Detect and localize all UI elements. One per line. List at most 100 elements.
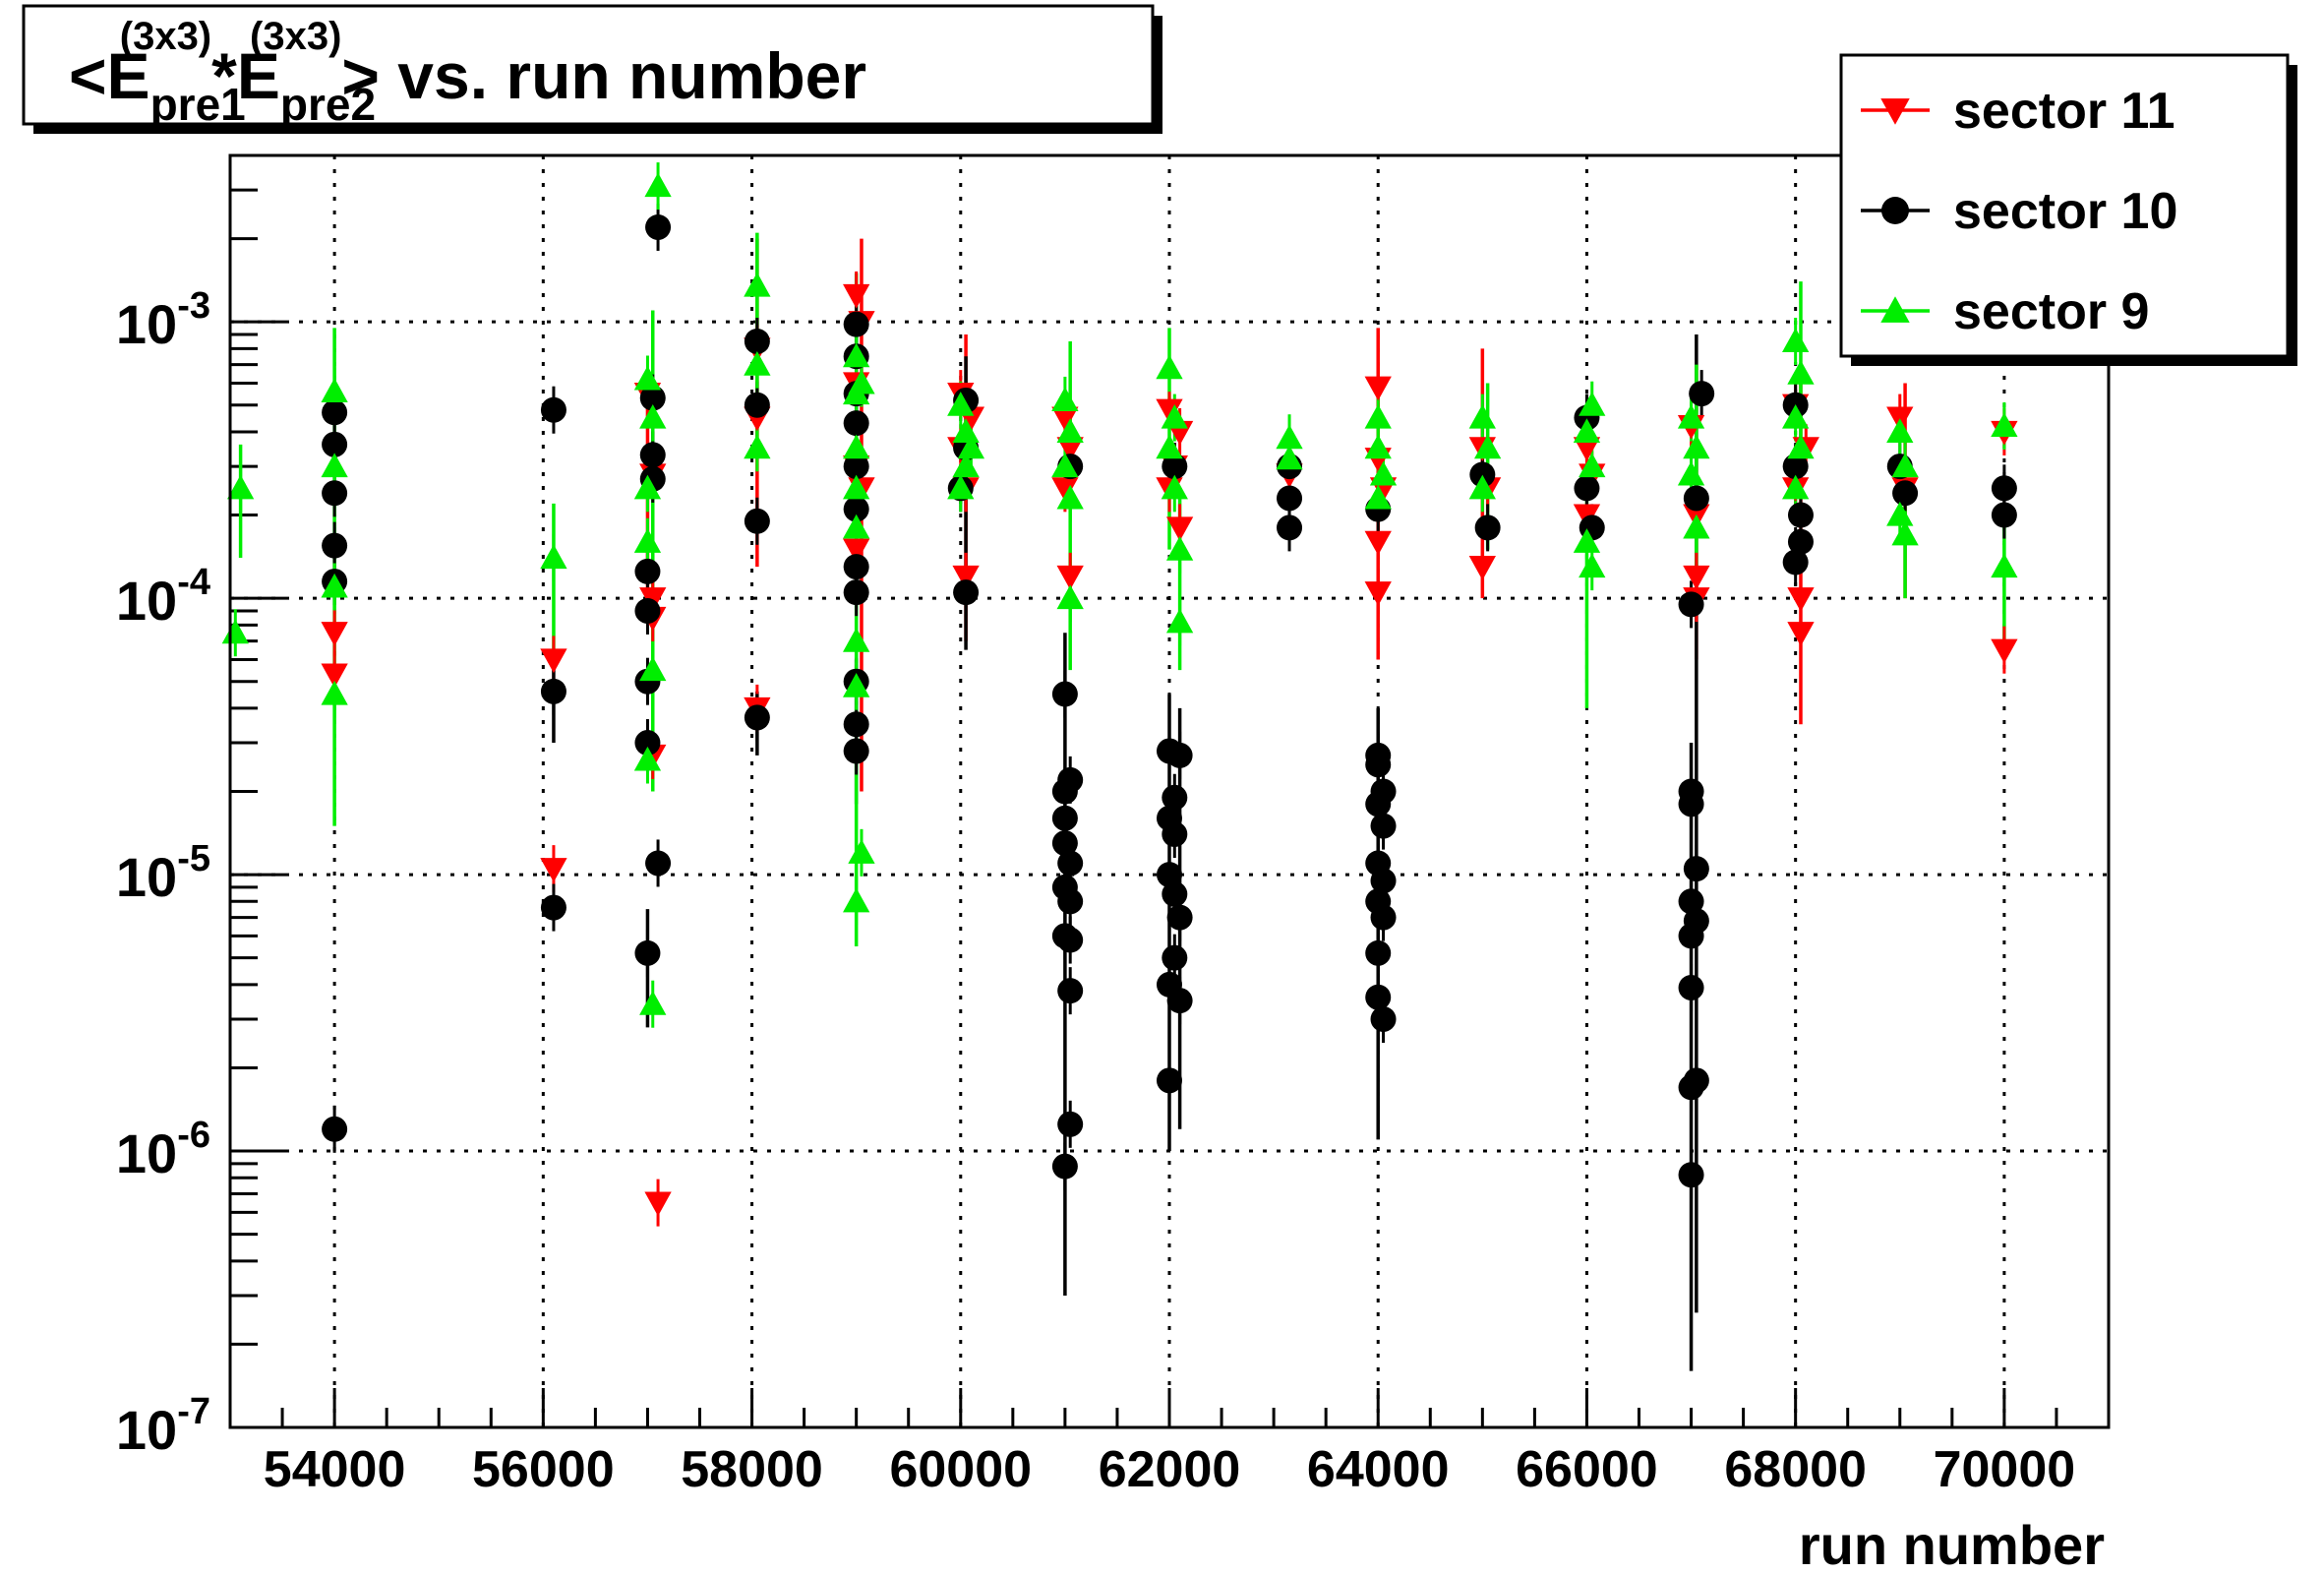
data-point (1057, 978, 1084, 1004)
title-suffix: > vs. run number (341, 39, 866, 112)
data-point (1162, 880, 1188, 907)
x-tick-label: 58000 (681, 1441, 823, 1498)
data-point (1683, 856, 1709, 882)
data-point (1678, 974, 1704, 1000)
data-point (644, 172, 672, 198)
data-point (1991, 638, 2018, 664)
y-tick-label: 10-6 (116, 1115, 210, 1184)
data-point (221, 619, 249, 644)
data-point (1468, 474, 1496, 500)
data-point (1156, 398, 1183, 424)
data-point (1782, 328, 1810, 353)
title-box: <Epre1(3x3)*Epre2(3x3)> vs. run number (22, 4, 1162, 134)
data-point (1365, 984, 1392, 1010)
data-markers (221, 172, 2018, 1217)
data-point (1057, 927, 1084, 953)
chart-title: <Epre1(3x3)*Epre2(3x3)> vs. run number (69, 15, 866, 130)
data-point (744, 328, 770, 354)
data-point (1468, 556, 1496, 580)
x-tick-label: 60000 (889, 1441, 1032, 1498)
data-point (1574, 475, 1600, 502)
data-point (1782, 454, 1809, 480)
data-point (321, 680, 348, 705)
data-point (1364, 484, 1392, 510)
data-point (843, 538, 870, 564)
data-point (1165, 608, 1194, 634)
data-point (1683, 434, 1710, 459)
x-tick-label: 54000 (264, 1441, 406, 1498)
axes: 54000 56000 58000 60000 62000 64000 66000 68000… (116, 153, 2111, 1498)
data-point (952, 453, 980, 478)
data-point (1162, 821, 1188, 848)
data-point (1056, 418, 1084, 444)
data-point (1991, 502, 2017, 528)
data-point (843, 579, 869, 606)
data-point (1162, 944, 1188, 971)
data-point (843, 454, 869, 480)
data-point (1683, 514, 1710, 539)
data-point (1276, 424, 1303, 450)
data-point (540, 544, 567, 570)
data-point (1051, 406, 1079, 432)
data-point (1678, 1074, 1704, 1101)
y-tick-label: 10-5 (116, 838, 210, 908)
data-point (1364, 376, 1392, 401)
x-axis-label: run number (1799, 1514, 2105, 1574)
data-point (952, 565, 980, 590)
data-point (540, 858, 567, 882)
data-point (952, 418, 980, 444)
data-point (321, 573, 348, 598)
data-point (645, 850, 672, 877)
x-tick-label: 66000 (1516, 1441, 1658, 1498)
data-point (1057, 850, 1084, 877)
title-mid: *E (211, 39, 280, 112)
data-point (843, 311, 869, 337)
data-point (1057, 766, 1084, 793)
data-point (843, 342, 870, 368)
data-point (1051, 681, 1078, 707)
data-point (1468, 403, 1496, 429)
data-point (322, 532, 348, 559)
data-point (1469, 461, 1496, 488)
data-point (322, 480, 348, 507)
data-point (843, 711, 869, 738)
data-point (1677, 403, 1705, 429)
data-point (321, 663, 348, 689)
data-point (1051, 477, 1079, 502)
data-point (1892, 480, 1919, 507)
data-point (1056, 584, 1084, 610)
data-point (1277, 485, 1303, 512)
data-point (540, 396, 566, 423)
data-point (540, 648, 567, 674)
title-prefix: <E (69, 39, 150, 112)
legend-label: sector 10 (1953, 183, 2177, 240)
data-point (1678, 923, 1704, 949)
data-point (321, 378, 348, 402)
data-point (1991, 475, 2017, 502)
legend-marker (1880, 98, 1910, 125)
data-point (1364, 403, 1392, 429)
data-point (1156, 354, 1183, 380)
data-point (639, 991, 667, 1015)
data-point (1369, 460, 1398, 486)
data-point (322, 431, 348, 457)
data-point (1573, 528, 1601, 553)
data-point (1057, 888, 1084, 915)
data-point (1165, 516, 1194, 542)
data-point (1162, 454, 1188, 480)
data-point (1787, 360, 1815, 385)
title-sup1: (3x3) (120, 15, 211, 58)
data-point (843, 514, 870, 539)
data-point (1787, 528, 1814, 555)
data-point (1165, 535, 1194, 561)
data-point (1056, 565, 1084, 590)
data-point (1056, 484, 1084, 510)
data-point (1166, 904, 1193, 931)
data-point (1473, 434, 1502, 459)
data-point (1051, 453, 1079, 478)
data-point (1166, 742, 1193, 768)
data-point (1678, 888, 1704, 915)
data-point (1787, 434, 1815, 459)
data-point (633, 528, 662, 553)
